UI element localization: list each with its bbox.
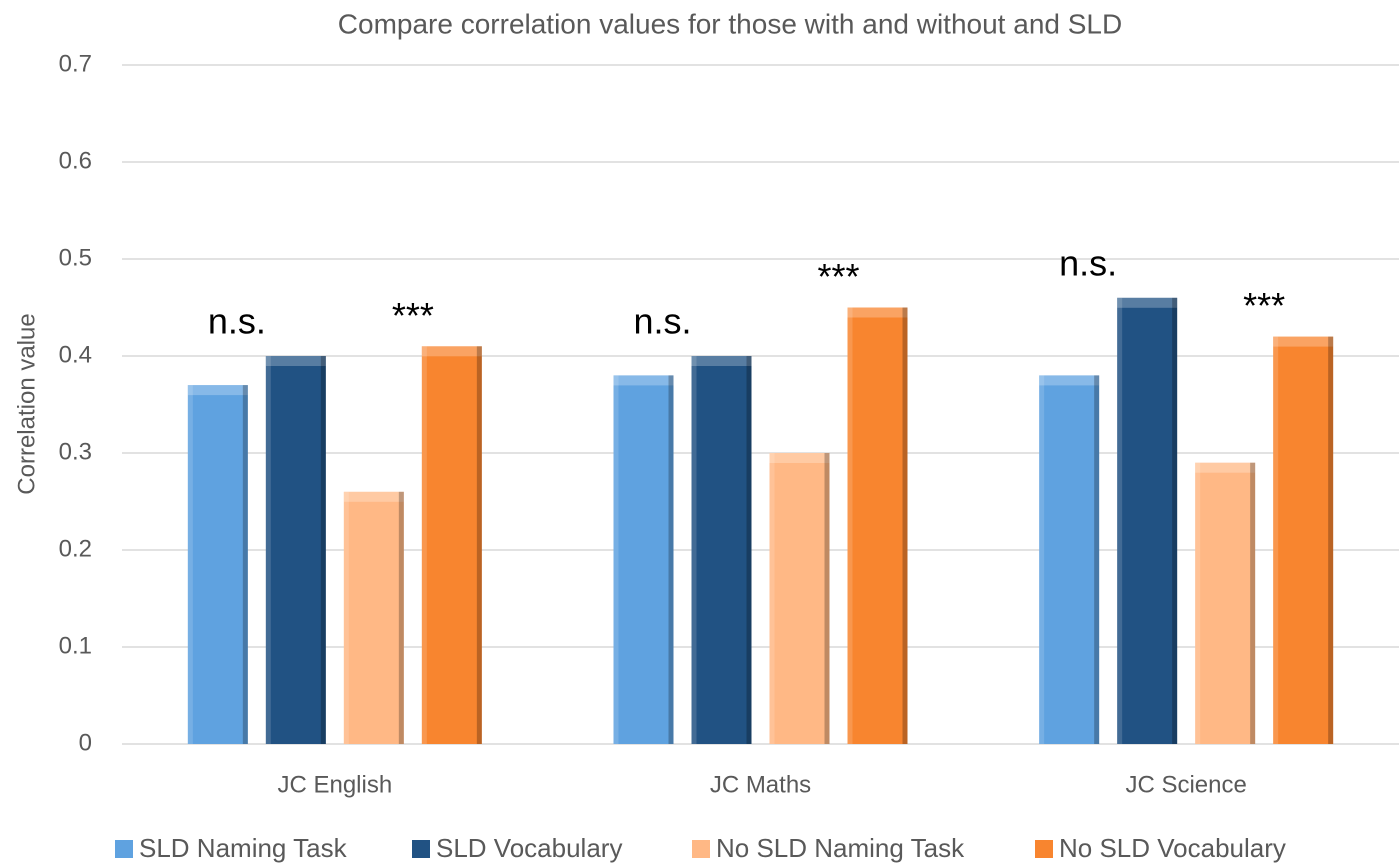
bar-edge — [242, 385, 248, 744]
bar-bevel — [1273, 336, 1334, 347]
y-tick-label: 0.4 — [59, 341, 92, 368]
bar-bevel — [1039, 375, 1100, 386]
bar-edge — [746, 356, 752, 744]
bar-bevel — [343, 491, 404, 502]
bar-edge — [613, 375, 619, 744]
y-axis-label: Correlation value — [13, 313, 40, 494]
bar-edge — [1172, 297, 1178, 744]
x-tick-label: JC English — [277, 771, 392, 798]
bar — [691, 356, 752, 744]
y-tick-label: 0.2 — [59, 535, 92, 562]
bar-edge — [824, 453, 830, 744]
bar — [343, 491, 404, 744]
bar-bevel — [265, 356, 326, 366]
bar-edge — [1328, 336, 1334, 744]
bar — [847, 307, 908, 744]
bar-bevel — [691, 356, 752, 366]
annotation: *** — [817, 256, 859, 297]
bar-bevel — [847, 307, 908, 318]
bar-edge — [398, 491, 404, 744]
bar-edge — [1094, 375, 1100, 744]
legend-label: SLD Naming Task — [139, 833, 348, 863]
bar-edge — [476, 346, 482, 744]
bar-bevel — [1195, 462, 1256, 473]
y-tick-label: 0 — [79, 729, 92, 756]
bar-edge — [1039, 375, 1045, 744]
bar — [1117, 297, 1178, 744]
bar-bevel — [769, 453, 830, 463]
bar — [613, 375, 674, 744]
bar-edge — [902, 307, 908, 744]
legend-label: SLD Vocabulary — [436, 833, 622, 863]
annotation: n.s. — [208, 301, 266, 342]
bar-edge — [769, 453, 775, 744]
annotation: n.s. — [633, 301, 691, 342]
legend-swatch — [692, 840, 710, 858]
bar-edge — [421, 346, 427, 744]
bar — [1195, 462, 1256, 744]
legend-swatch — [1035, 840, 1053, 858]
legend-swatch — [115, 840, 133, 858]
bar — [769, 453, 830, 744]
bar-edge — [1117, 297, 1123, 744]
bar-edge — [343, 491, 349, 744]
legend-label: No SLD Naming Task — [716, 833, 965, 863]
bar-edge — [847, 307, 853, 744]
annotation: n.s. — [1059, 242, 1117, 283]
annotation: *** — [392, 295, 434, 336]
bar — [1273, 336, 1334, 744]
bar — [421, 346, 482, 744]
bar-edge — [1195, 462, 1201, 744]
chart-title: Compare correlation values for those wit… — [338, 8, 1122, 39]
bar-bevel — [421, 346, 482, 357]
bar — [265, 356, 326, 744]
bar-bevel — [1117, 297, 1178, 308]
y-tick-label: 0.5 — [59, 244, 92, 271]
bar-edge — [1250, 462, 1256, 744]
legend-swatch — [412, 840, 430, 858]
annotation: *** — [1243, 285, 1285, 326]
x-tick-label: JC Maths — [710, 771, 811, 798]
y-tick-label: 0.6 — [59, 147, 92, 174]
x-tick-label: JC Science — [1125, 771, 1246, 798]
y-tick-label: 0.3 — [59, 438, 92, 465]
bar-edge — [668, 375, 674, 744]
bar-edge — [1273, 336, 1279, 744]
bar-edge — [187, 385, 193, 744]
bar-edge — [691, 356, 697, 744]
legend-label: No SLD Vocabulary — [1059, 833, 1286, 863]
bar-edge — [265, 356, 271, 744]
bar-bevel — [613, 375, 674, 386]
bar-bevel — [187, 385, 248, 396]
y-tick-label: 0.7 — [59, 50, 92, 77]
bar — [187, 385, 248, 744]
y-tick-label: 0.1 — [59, 632, 92, 659]
bar-edge — [320, 356, 326, 744]
bar — [1039, 375, 1100, 744]
